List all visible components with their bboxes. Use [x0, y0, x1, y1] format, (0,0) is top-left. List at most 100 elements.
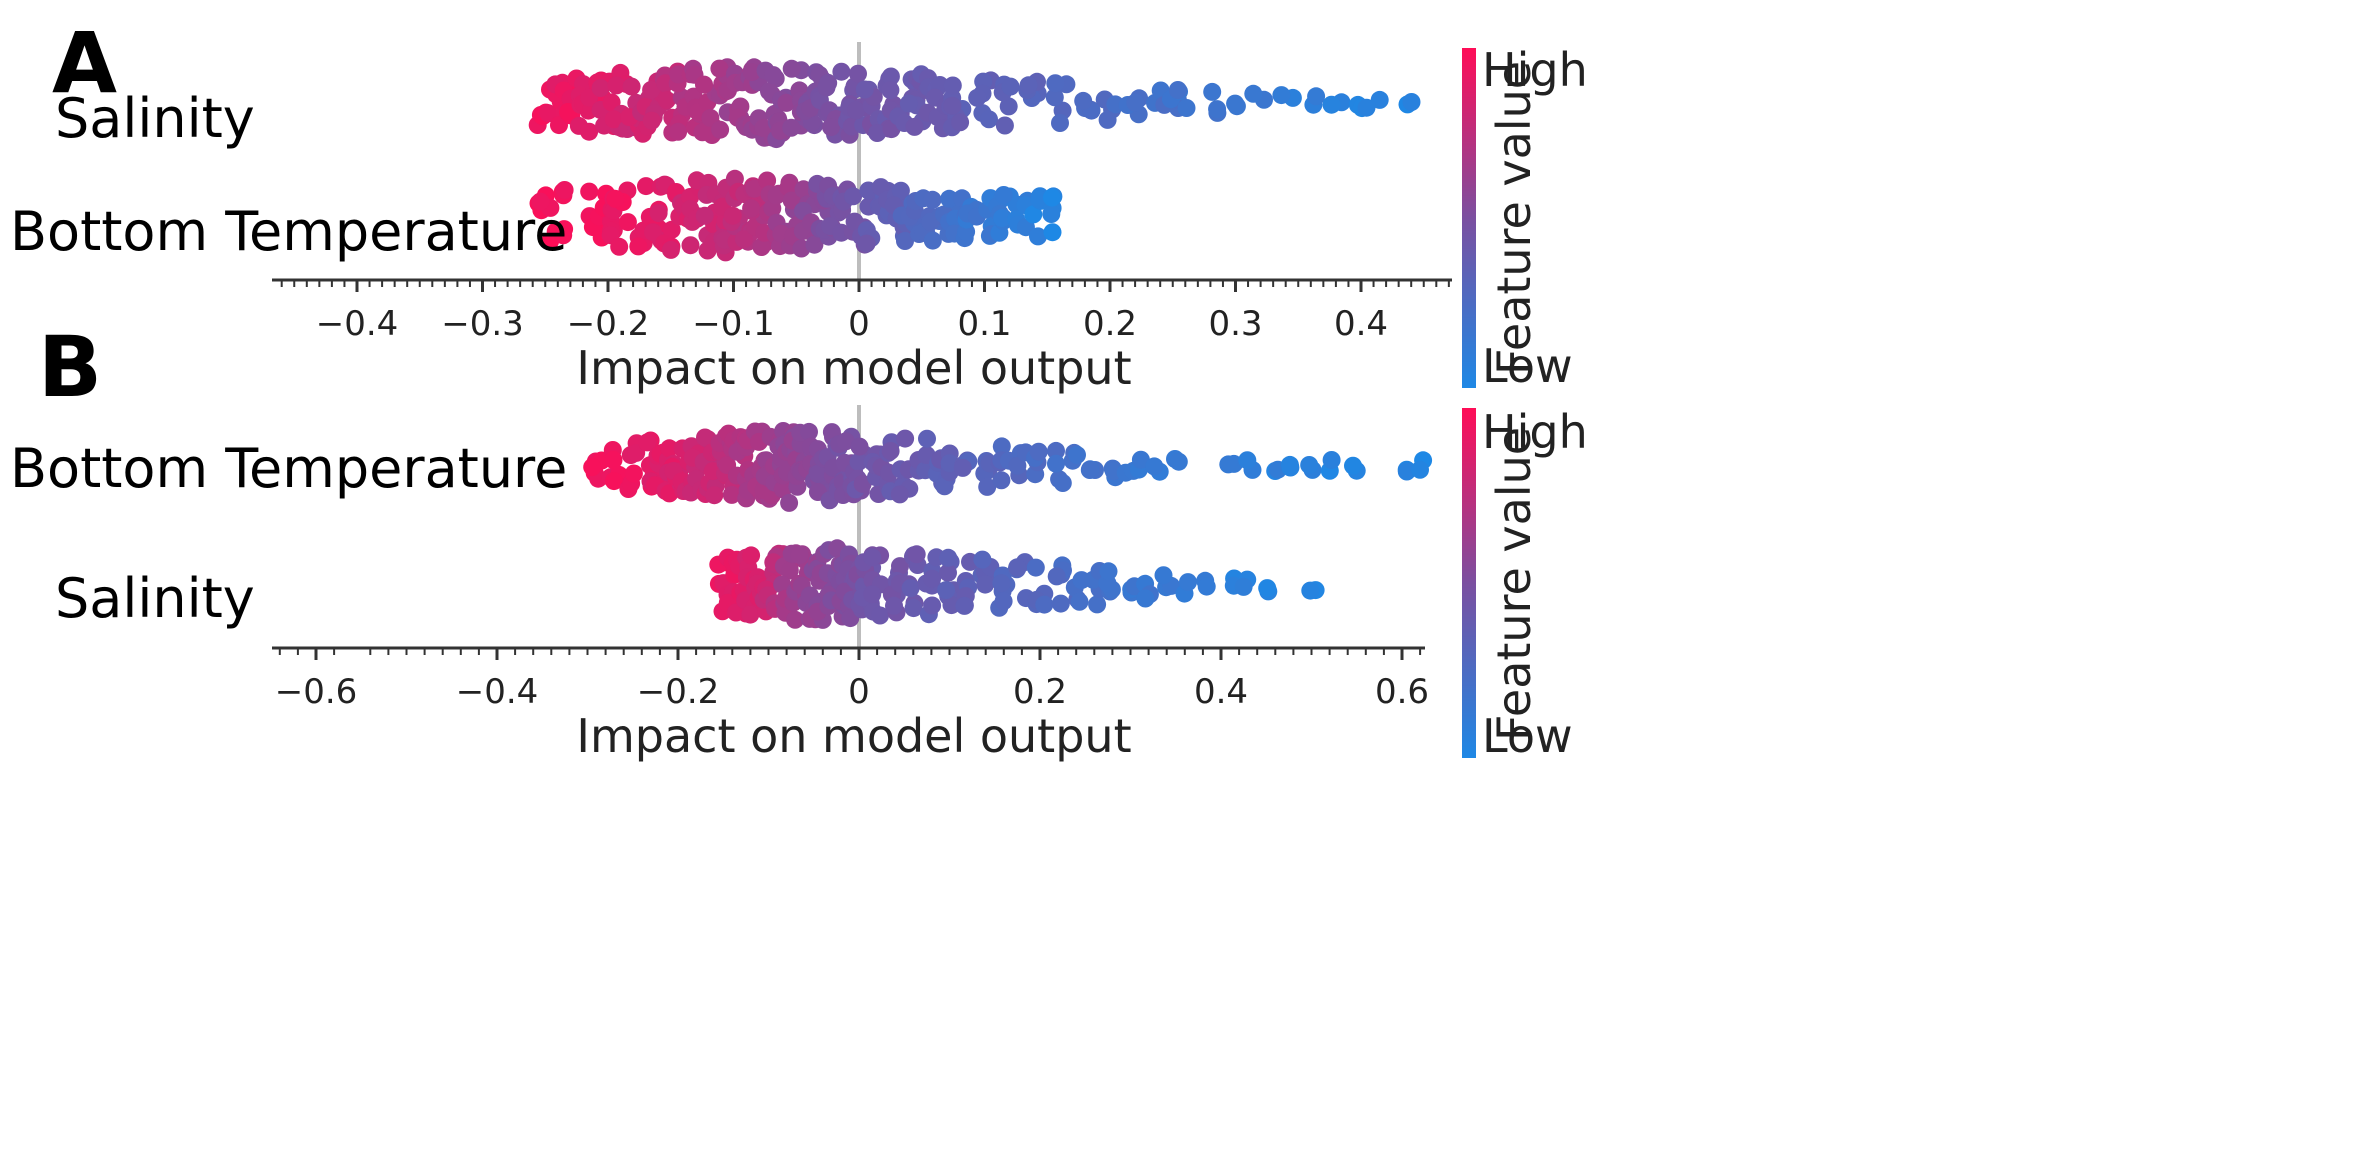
shap-point [1219, 455, 1238, 474]
shap-point [782, 191, 801, 210]
shap-point [1322, 95, 1341, 114]
shap-point [1019, 76, 1038, 95]
shap-point [607, 76, 626, 95]
shap-point [610, 237, 629, 256]
shap-point [583, 458, 602, 477]
shap-point [1045, 88, 1064, 107]
shap-point [863, 548, 882, 567]
shap-point [891, 557, 909, 576]
colorbar-title-a: Feature value [1487, 61, 1541, 375]
shap-point [1126, 93, 1145, 112]
shap-point [555, 181, 574, 199]
colorbar-a [1462, 48, 1476, 388]
feature-label-b-0: Bottom Temperature [10, 437, 567, 500]
shap-point [782, 118, 801, 137]
shap-point [1070, 592, 1089, 611]
shap-point [847, 101, 866, 120]
shap-point [992, 574, 1011, 593]
panel-b: B Bottom Temperature Salinity −0.6 −0.4 −0… [10, 318, 1588, 763]
x-tick-label-1-0: −0.6 [275, 672, 358, 712]
shap-point [695, 206, 714, 225]
shap-point [786, 610, 805, 629]
shap-point [980, 110, 998, 129]
shap-point [1098, 110, 1117, 129]
shap-point [1272, 86, 1291, 105]
x-tick-label-0-1: −0.3 [441, 304, 524, 344]
shap-point [1344, 456, 1362, 475]
shap-point [649, 204, 668, 223]
shap-point [899, 94, 918, 113]
x-axis-title-a: Impact on model output [576, 341, 1131, 395]
shap-point [1099, 562, 1118, 581]
shap-point [857, 234, 876, 253]
shap-point [580, 182, 599, 201]
shap-point [1024, 205, 1043, 224]
shap-point [722, 485, 741, 504]
shap-point [1197, 577, 1216, 596]
shap-point [855, 80, 874, 99]
shap-point [890, 485, 909, 504]
shap-point [1131, 450, 1150, 469]
shap-point [976, 575, 995, 594]
shap-point [604, 110, 623, 129]
shap-point [580, 122, 599, 141]
x-tick-label-0-8: 0.4 [1334, 304, 1388, 344]
shap-point [1008, 558, 1027, 577]
shap-point [1136, 589, 1155, 608]
shap-point [1047, 454, 1065, 473]
panel-a: A Salinity Bottom Temperature −0.4 −0.3 −0… [10, 14, 1588, 395]
shap-point [940, 189, 959, 208]
shap-point [1047, 441, 1065, 460]
shap-point [1234, 577, 1253, 596]
shap-point [923, 190, 942, 209]
shap-point [642, 111, 661, 130]
shap-point [1307, 87, 1326, 106]
shap-point [1322, 451, 1341, 469]
shap-point [1177, 99, 1196, 117]
shap-point [1169, 452, 1188, 471]
shap-point [1068, 445, 1086, 464]
feature-label-a-0: Salinity [55, 87, 255, 150]
shap-point [923, 231, 942, 250]
shap-point [758, 171, 777, 190]
shap-point [907, 545, 926, 564]
shap-point [662, 220, 681, 239]
shap-point [618, 213, 637, 232]
x-tick-label-0-5: 0.1 [957, 304, 1011, 344]
shap-point [904, 599, 923, 618]
shap-point [1300, 456, 1319, 474]
shap-point [695, 75, 713, 94]
shap-point [844, 187, 863, 206]
x-tick-label-1-6: 0.6 [1375, 672, 1429, 712]
shap-point [819, 73, 838, 92]
shap-point [773, 480, 792, 499]
shap-point [918, 429, 936, 448]
shap-point [693, 123, 712, 142]
beeswarm-points-a [528, 58, 1421, 262]
colorbar-low-a: Low [1482, 339, 1573, 393]
shap-point [705, 486, 724, 505]
shap-point [710, 59, 729, 78]
shap-point [752, 238, 771, 256]
shap-point [1043, 188, 1061, 207]
shap-point [832, 62, 851, 81]
shap-point [742, 199, 761, 218]
shap-point [1208, 100, 1227, 119]
x-tick-label-1-5: 0.4 [1194, 672, 1248, 712]
shap-point [1053, 474, 1072, 492]
shap-point [644, 223, 662, 242]
shap-point [871, 606, 889, 625]
shap-point [637, 177, 655, 196]
x-tick-label-0-0: −0.4 [316, 304, 399, 344]
x-tick-label-0-2: −0.2 [567, 304, 650, 344]
shap-point [591, 79, 610, 98]
shap-point [1046, 74, 1065, 93]
shap-point [885, 596, 903, 615]
shap-point [937, 581, 956, 600]
shap-point [1042, 205, 1061, 223]
colorbar-low-b: Low [1482, 709, 1573, 763]
x-axis-title-b: Impact on model output [576, 709, 1131, 763]
shap-point [999, 97, 1018, 116]
shap-point [955, 596, 974, 615]
x-ticks-b: −0.6 −0.4 −0.2 0 0.2 0.4 0.6 [275, 648, 1429, 712]
